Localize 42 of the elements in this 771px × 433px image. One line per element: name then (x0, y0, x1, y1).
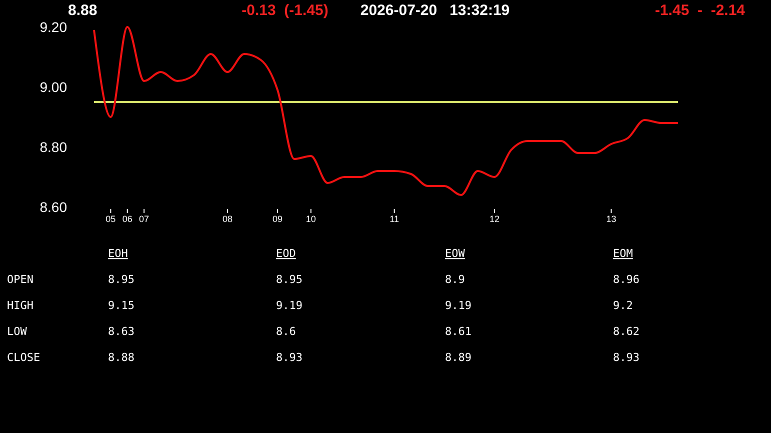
text: 8.93 (276, 351, 302, 364)
text: 2026-07-20 13:32:19 (360, 2, 510, 19)
text: EOW (445, 247, 466, 260)
text: 8.96 (613, 273, 640, 286)
y-tick-label: 9.20 (40, 18, 68, 35)
y-tick-label: 8.80 (40, 138, 68, 155)
text: 8.93 (613, 351, 640, 364)
x-tick-label: 12 (489, 214, 500, 224)
text: OPEN (7, 273, 34, 286)
text: 8.9 (445, 273, 465, 286)
text: 8.88 (108, 351, 134, 364)
text: 9.2 (613, 299, 633, 312)
line-series (93, 26, 679, 196)
text: 8.95 (108, 273, 134, 286)
x-tick-label: 08 (222, 214, 232, 224)
text: 8.63 (108, 325, 134, 338)
y-tick-label: 8.60 (40, 198, 68, 215)
text: LOW (7, 325, 28, 338)
text: -1.45 - -2.14 (654, 2, 746, 19)
text: 8.61 (445, 325, 472, 338)
x-tick-label: 13 (606, 214, 616, 224)
x-tick-label: 05 (106, 214, 116, 224)
text: 9.19 (445, 299, 472, 312)
x-tick-label: 09 (272, 214, 283, 224)
x-tick-label: 06 (122, 214, 132, 224)
text: 8.62 (613, 325, 640, 338)
text: 8.6 (276, 325, 296, 338)
x-tick-label: 07 (139, 214, 150, 224)
text: CLOSE (7, 351, 40, 364)
text: 8.89 (445, 351, 472, 364)
y-tick-label: 9.00 (40, 78, 68, 95)
x-tick-label: 10 (306, 214, 316, 224)
text: EOH (108, 247, 128, 260)
text: EOM (613, 247, 634, 260)
text: EOD (276, 247, 296, 260)
text: 9.15 (108, 299, 134, 312)
chart-title: 8.88 (68, 2, 98, 19)
text: 8.95 (276, 273, 302, 286)
text: -0.13 (-1.45) (242, 2, 328, 19)
text: HIGH (7, 299, 34, 312)
text: 9.19 (276, 299, 302, 312)
x-tick-label: 11 (390, 214, 400, 224)
